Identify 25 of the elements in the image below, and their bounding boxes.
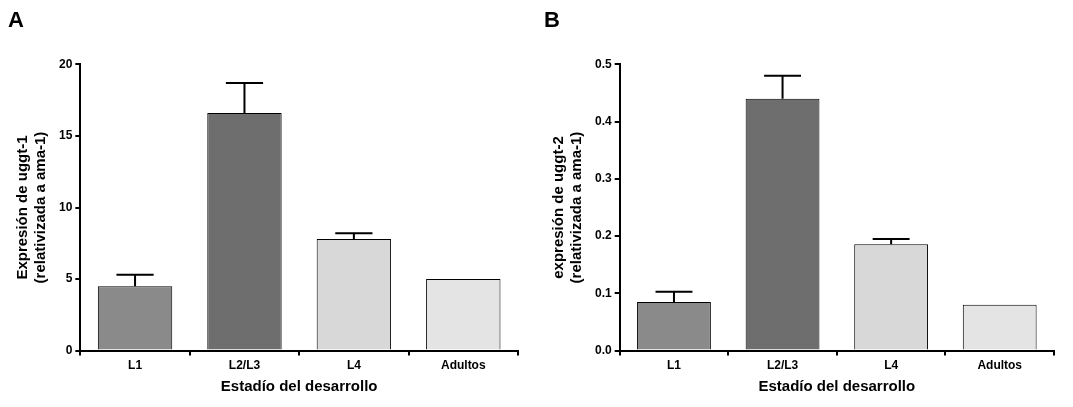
y-axis-title: Expresión de uggt-1 (relativizada a ama-1) bbox=[13, 131, 49, 284]
chart-title: A bbox=[8, 7, 24, 33]
y-tick-label: 5 bbox=[65, 271, 73, 286]
x-tick-label: L1 bbox=[666, 358, 682, 373]
y-tick-label: 0.3 bbox=[594, 171, 612, 186]
x-tick-label: L4 bbox=[884, 358, 899, 373]
y-tick-label: 0.5 bbox=[594, 56, 612, 71]
y-tick-label: 15 bbox=[58, 128, 73, 143]
x-tick-label: Adultos bbox=[977, 358, 1023, 373]
x-tick-label: L1 bbox=[128, 358, 143, 373]
x-tick-label: L4 bbox=[346, 358, 362, 373]
y-tick-label: 0.1 bbox=[594, 285, 612, 300]
y-tick-label: 0.0 bbox=[594, 342, 612, 357]
x-axis-title: Estadío del desarrollo bbox=[220, 377, 378, 395]
y-tick-label: 0 bbox=[65, 342, 73, 357]
y-tick-label: 20 bbox=[58, 56, 73, 71]
x-tick-label: L2/L3 bbox=[228, 358, 261, 373]
y-axis-title: expresión de uggt-2 (relativizada a ama-1) bbox=[549, 131, 585, 284]
x-tick-label: L2/L3 bbox=[766, 358, 799, 373]
y-tick-label: 0.2 bbox=[594, 228, 612, 243]
x-tick-label: Adultos bbox=[440, 358, 486, 373]
x-axis-title: Estadío del desarrollo bbox=[758, 377, 916, 395]
y-tick-label: 0.4 bbox=[594, 113, 612, 128]
y-tick-label: 10 bbox=[58, 199, 73, 214]
chart-title: B bbox=[544, 7, 560, 33]
